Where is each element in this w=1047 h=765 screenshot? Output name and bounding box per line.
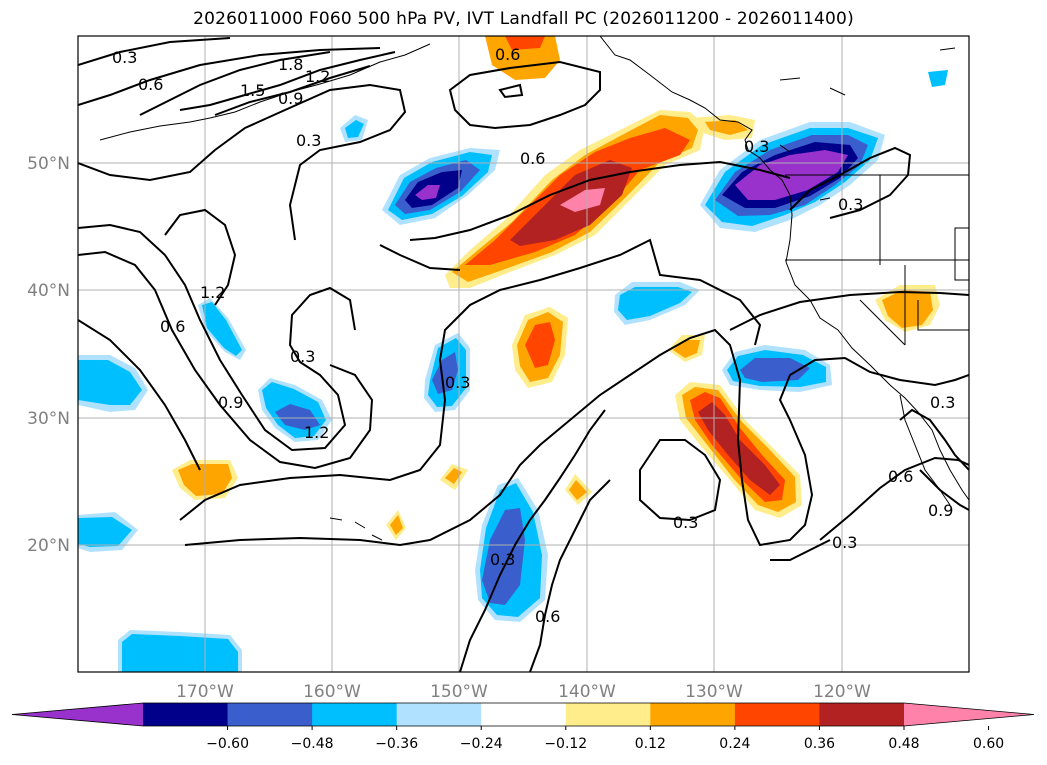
contour-label: 0.6: [535, 607, 560, 626]
lon-label: 130°W: [685, 682, 743, 702]
colorbar-segment: [650, 703, 736, 726]
colorbar-tick-label: −0.12: [544, 736, 587, 752]
contour-labels: 0.3 0.6 1.8 1.5 1.2 0.9 0.6 0.3 1.2 0.6 …: [112, 45, 955, 626]
coastlines: [99, 36, 969, 541]
colorbar-tick-label: −0.36: [375, 736, 418, 752]
colorbar-tick-label: −0.24: [460, 736, 503, 752]
map-frame: [77, 35, 970, 673]
colorbar-segment: [312, 703, 398, 726]
colorbar-segment: [734, 703, 820, 726]
contour-label: 0.9: [928, 501, 953, 520]
contour-label: 0.3: [445, 373, 470, 392]
colorbar-tick-label: 0.36: [804, 736, 835, 752]
colorbar-segment: [819, 703, 905, 726]
contour-label: 0.3: [930, 393, 955, 412]
contour-label: 0.3: [490, 550, 515, 569]
lat-label: 20°N: [27, 536, 70, 556]
colorbar-segment: [565, 703, 651, 726]
colorbar-extend-low: [12, 703, 143, 726]
contour-label: 0.9: [278, 89, 303, 108]
lat-label: 40°N: [27, 281, 70, 301]
axis-labels: 170°W 160°W 150°W 140°W 130°W 120°W 50°N…: [27, 154, 871, 702]
contour-label: 0.3: [290, 347, 315, 366]
colorbar-segment: [227, 703, 313, 726]
colorbar-tick-label: −0.60: [206, 736, 249, 752]
contour-label: 0.3: [673, 513, 698, 532]
contour-label: 0.6: [138, 75, 163, 94]
contour-label: 0.3: [838, 195, 863, 214]
colorbar: −0.60 −0.48 −0.36 −0.24 −0.12 0.12 0.24 0.36 0.4…: [11, 702, 1035, 752]
pv-contours: [78, 37, 969, 672]
contour-label: 0.9: [218, 393, 243, 412]
colorbar-segment: [143, 703, 229, 726]
colorbar-tick-label: 0.24: [719, 736, 750, 752]
contour-label: 1.8: [278, 55, 303, 74]
colorbar-outline: [11, 702, 1035, 727]
graticule: [78, 36, 969, 672]
contour-label: 0.3: [296, 131, 321, 150]
colorbar-extend-high: [904, 703, 1034, 726]
lon-label: 120°W: [813, 682, 871, 702]
contour-label: 0.6: [160, 317, 185, 336]
colorbar-tick-label: 0.60: [973, 736, 1004, 752]
lon-label: 160°W: [303, 682, 361, 702]
contour-label: 0.3: [832, 533, 857, 552]
colorbar-segment: [481, 703, 567, 726]
contour-label: 0.6: [495, 45, 520, 64]
contour-label: 0.6: [520, 149, 545, 168]
contour-label: 1.2: [200, 283, 225, 302]
contour-label: 0.6: [888, 467, 913, 486]
contour-label: 1.5: [240, 81, 265, 100]
colorbar-tick-label: 0.12: [635, 736, 666, 752]
colorbar-tick-label: −0.48: [291, 736, 334, 752]
lon-label: 140°W: [558, 682, 616, 702]
ivt-shading: [78, 36, 948, 672]
contour-label: 0.3: [112, 48, 137, 67]
lon-label: 170°W: [176, 682, 234, 702]
lat-label: 30°N: [27, 409, 70, 429]
chart-title: 2026011000 F060 500 hPa PV, IVT Landfall…: [193, 9, 854, 29]
contour-label: 0.3: [744, 137, 769, 156]
colorbar-segment: [396, 703, 482, 726]
contour-label: 1.2: [304, 423, 329, 442]
contour-label: 1.2: [305, 67, 330, 86]
colorbar-tick-label: 0.48: [888, 736, 919, 752]
lat-label: 50°N: [27, 154, 70, 174]
lon-label: 150°W: [430, 682, 488, 702]
